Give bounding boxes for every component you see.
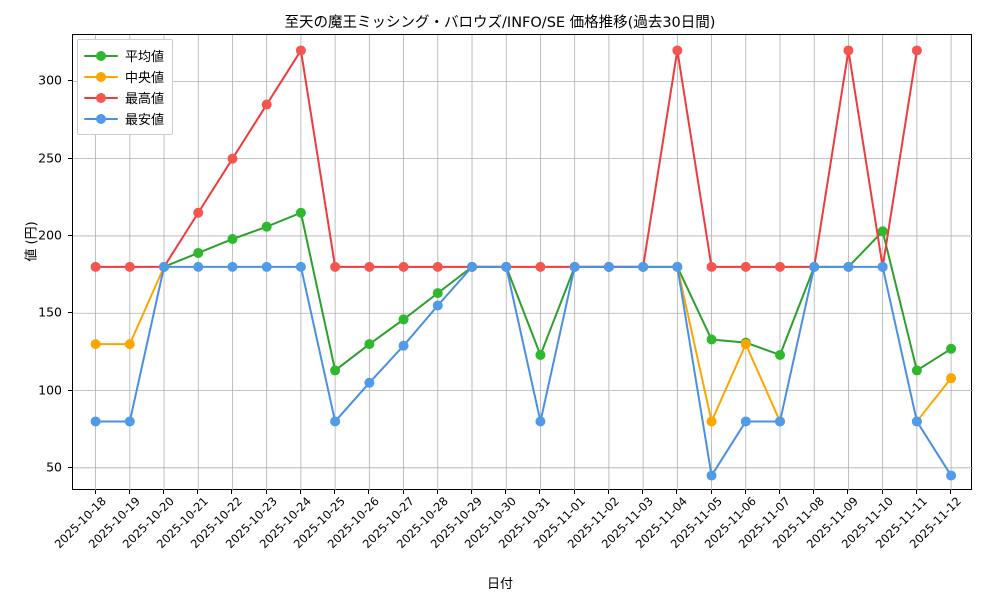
legend-swatch-icon (84, 92, 118, 104)
x-tick-mark (94, 490, 96, 494)
legend-item-2[interactable]: 最高値 (84, 87, 164, 108)
y-tick-label: 250 (38, 150, 62, 166)
series-lines (90, 45, 957, 481)
x-tick-mark (197, 490, 199, 494)
legend-label: 最高値 (125, 92, 165, 107)
y-tick-label: 100 (38, 382, 62, 398)
x-tick-mark (436, 490, 438, 494)
x-tick-mark (368, 490, 370, 494)
legend-label: 平均値 (125, 50, 165, 65)
x-tick-mark (881, 490, 883, 494)
x-tick-mark (265, 490, 267, 494)
x-tick-mark (744, 490, 746, 494)
x-tick-mark (676, 490, 678, 494)
chart-legend: 平均値中央値最高値最安値 (77, 39, 174, 135)
y-tick-mark (68, 389, 72, 391)
x-tick-mark (471, 490, 472, 494)
x-tick-mark (334, 490, 336, 494)
legend-swatch-icon (84, 50, 118, 62)
x-tick-mark (573, 490, 575, 494)
plot-svg (73, 35, 973, 491)
x-tick-mark (950, 490, 952, 494)
legend-swatch-icon (84, 71, 118, 83)
x-axis-label: 日付 (486, 577, 513, 592)
x-axis-tick-labels: 2025-10-18 2025-10-19 2025-10-20 2025-10-21… (51, 494, 972, 564)
y-tick-label: 300 (38, 72, 62, 88)
legend-item-1[interactable]: 中央値 (84, 66, 164, 87)
y-tick-label: 50 (46, 459, 62, 475)
x-axis-tick-marks (72, 490, 972, 494)
legend-item-3[interactable]: 最安値 (84, 108, 164, 129)
x-tick-mark (299, 490, 301, 494)
legend-label: 中央値 (125, 71, 165, 86)
x-tick-mark (915, 490, 917, 494)
legend-swatch-icon (84, 113, 118, 125)
series-0 (159, 207, 957, 376)
y-tick-label: 200 (38, 227, 62, 243)
y-axis-tick-marks (68, 34, 72, 490)
x-tick-mark (231, 490, 233, 494)
x-tick-mark (402, 490, 404, 494)
chart-title: 至天の魔王ミッシング・バロウズ/INFO/SE 価格推移(過去30日間) (284, 15, 716, 31)
grid-lines (73, 35, 973, 491)
y-tick-mark (68, 466, 72, 468)
y-axis-tick-labels: 50 100 150 200 250 300 (0, 34, 72, 490)
x-tick-mark (128, 490, 130, 494)
x-tick-mark (710, 490, 712, 494)
x-tick-mark (847, 490, 849, 494)
legend-item-0[interactable]: 平均値 (84, 45, 164, 66)
legend-label: 最安値 (125, 113, 165, 128)
y-tick-mark (68, 234, 72, 236)
y-tick-mark (68, 312, 72, 314)
x-tick-mark (642, 490, 644, 494)
x-tick-mark (813, 490, 815, 494)
x-tick-mark (163, 490, 165, 494)
x-tick-mark (778, 490, 780, 494)
series-3 (90, 261, 957, 481)
x-tick-mark (505, 490, 507, 494)
x-tick-mark (539, 490, 541, 494)
plot-area (72, 34, 973, 491)
y-tick-mark (68, 157, 72, 159)
x-tick-mark (607, 490, 609, 494)
y-tick-label: 150 (38, 304, 62, 320)
y-tick-mark (68, 80, 72, 82)
